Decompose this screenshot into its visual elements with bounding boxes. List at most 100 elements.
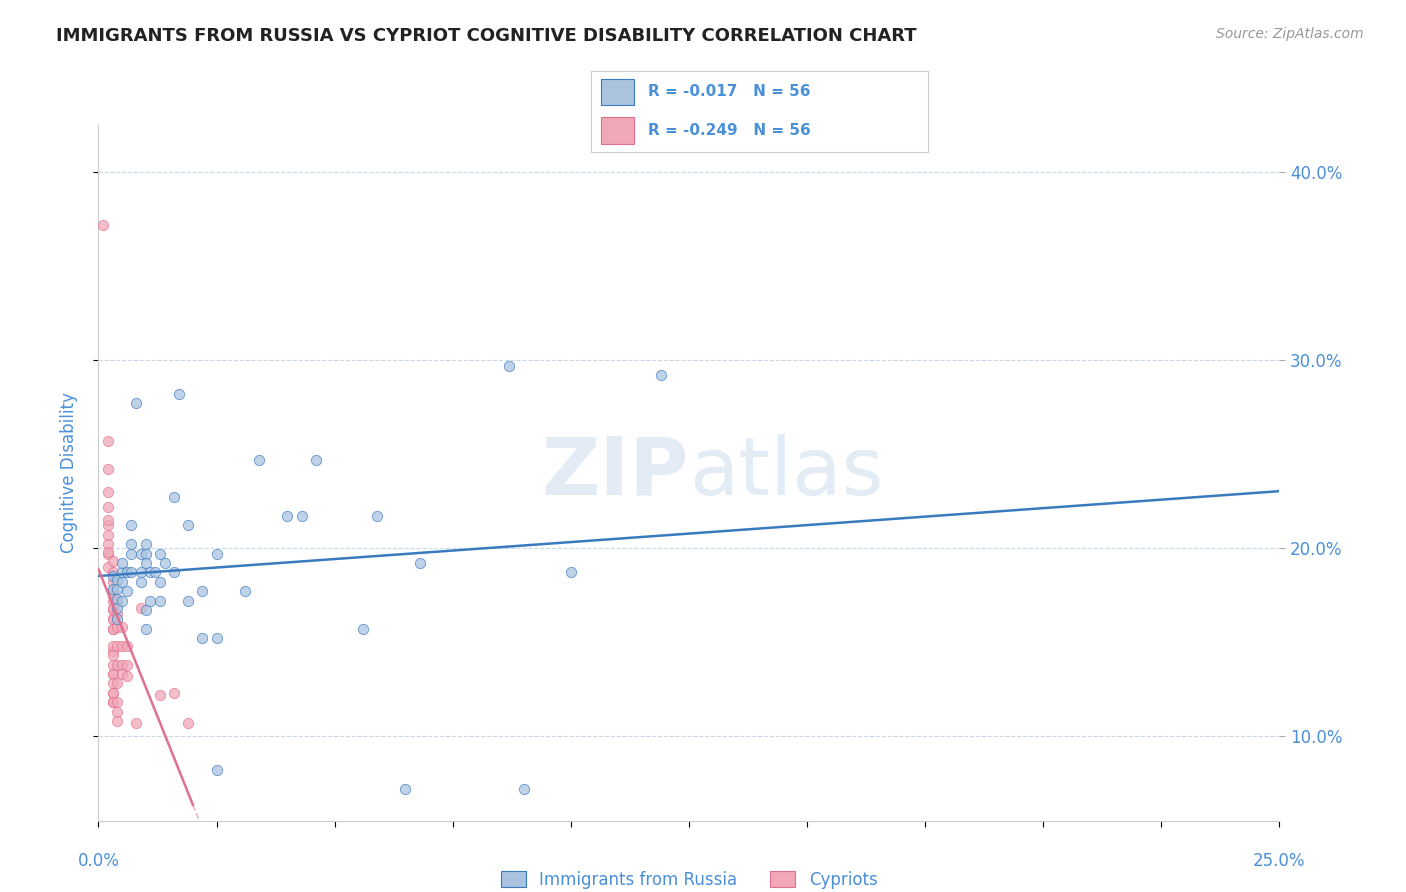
Point [163,490,186,504]
Point [177,593,200,607]
Point [129,601,152,615]
Text: IMMIGRANTS FROM RUSSIA VS CYPRIOT COGNITIVE DISABILITY CORRELATION CHART: IMMIGRANTS FROM RUSSIA VS CYPRIOT COGNIT… [56,27,917,45]
Point [97,545,120,559]
Point [101,612,124,626]
Point [105,601,128,615]
Point [129,574,152,589]
Text: ZIP: ZIP [541,434,689,512]
Point [105,593,128,607]
Point [97,434,120,448]
Bar [600,78,634,105]
Legend: Immigrants from Russia, Cypriots: Immigrants from Russia, Cypriots [494,864,884,892]
Point [135,622,157,636]
Point [125,396,148,410]
Point [97,518,120,533]
Point [205,547,228,561]
Point [97,528,120,542]
Point [97,559,120,574]
Point [139,566,162,580]
Point [233,584,256,599]
Y-axis label: Cognitive Disability: Cognitive Disability [59,392,77,553]
Point [111,667,134,681]
Point [105,705,128,719]
Point [105,714,128,728]
Point [101,686,124,700]
Text: atlas: atlas [689,434,883,512]
Point [105,607,128,621]
Point [111,639,134,653]
Point [115,657,138,672]
Point [115,639,138,653]
Point [143,566,166,580]
Point [101,657,124,672]
Point [101,582,124,597]
Point [276,508,298,523]
Point [163,686,186,700]
Point [650,368,672,382]
Point [115,584,138,599]
Point [366,508,388,523]
Point [111,556,134,570]
Text: Source: ZipAtlas.com: Source: ZipAtlas.com [1216,27,1364,41]
Point [205,632,228,646]
Point [91,218,114,232]
Point [101,601,124,615]
Point [121,566,143,580]
Point [101,588,124,602]
Point [121,518,143,533]
Point [97,500,120,514]
Point [111,620,134,634]
Point [135,537,157,551]
Point [105,582,128,597]
Point [149,574,172,589]
Point [352,622,374,636]
Point [115,669,138,683]
Point [177,518,200,533]
Point [153,556,176,570]
Point [163,566,186,580]
Point [105,657,128,672]
Point [149,547,172,561]
Point [101,603,124,617]
Point [97,547,120,561]
Point [305,452,328,467]
Point [177,715,200,730]
Point [101,593,124,607]
Point [97,537,120,551]
Point [105,573,128,587]
Bar [600,117,634,144]
Point [101,574,124,589]
Point [101,667,124,681]
Point [97,462,120,476]
Point [101,695,124,709]
Point [205,763,228,777]
Point [101,622,124,636]
Point [135,547,157,561]
Point [101,644,124,658]
Point [139,593,162,607]
Point [101,569,124,583]
Point [101,612,124,626]
Point [125,715,148,730]
Point [512,781,534,796]
Point [498,359,520,373]
Point [408,556,430,570]
Text: R = -0.249   N = 56: R = -0.249 N = 56 [648,123,811,138]
Point [111,566,134,580]
Text: 25.0%: 25.0% [1253,852,1306,870]
Point [111,593,134,607]
Point [394,781,416,796]
Point [290,508,312,523]
Point [101,695,124,709]
Point [135,603,157,617]
Point [121,537,143,551]
Point [247,452,270,467]
Point [129,547,152,561]
Point [149,688,172,702]
Point [167,386,190,401]
Point [101,554,124,568]
Point [115,566,138,580]
Point [101,648,124,662]
Point [101,622,124,636]
Point [121,547,143,561]
